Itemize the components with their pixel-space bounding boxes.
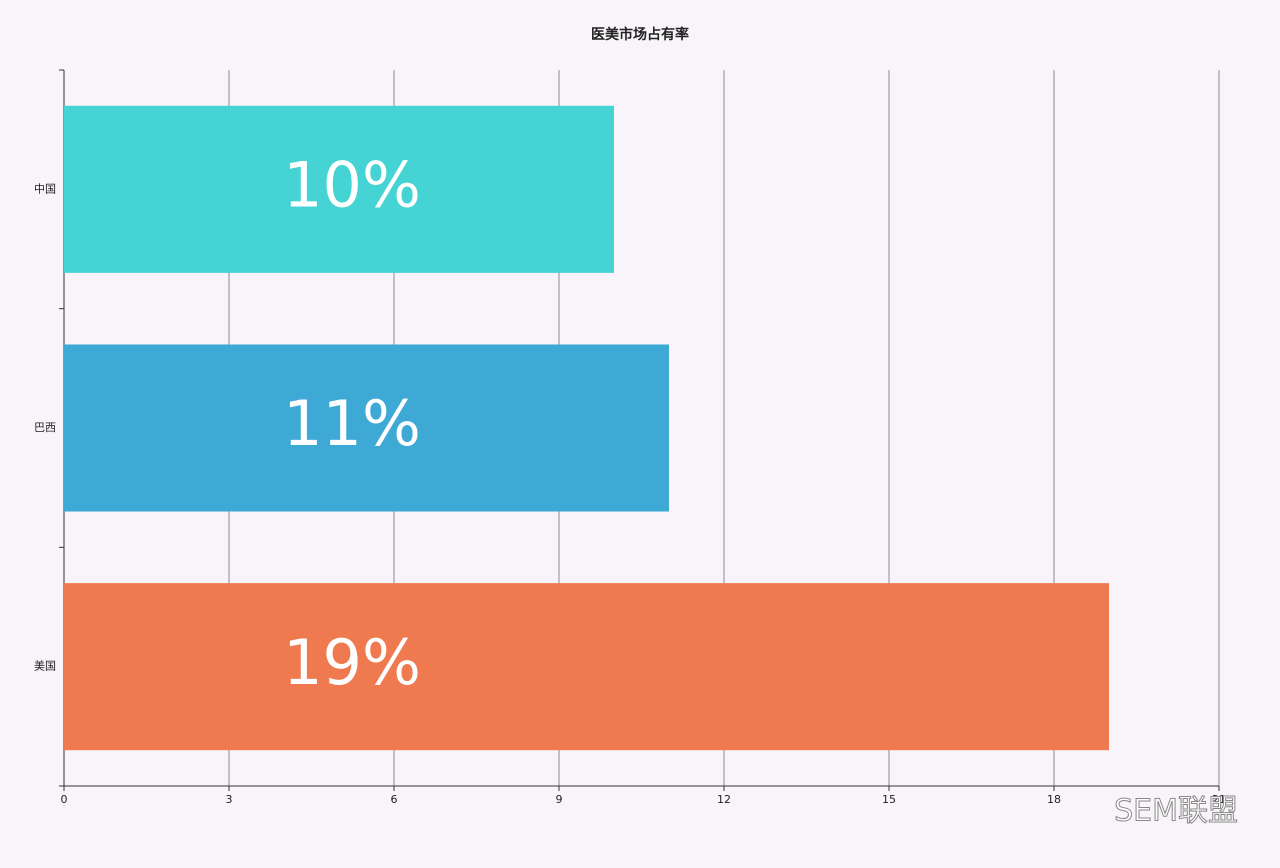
bar [64,583,1109,751]
x-tick-label: 9 [556,793,563,806]
bar [64,105,614,273]
x-tick-label: 12 [717,793,731,806]
value-label: 10% [283,148,421,221]
x-tick-label: 3 [226,793,233,806]
value-label: 11% [283,387,421,460]
x-tick-label: 18 [1047,793,1061,806]
x-tick-label: 15 [882,793,896,806]
bar [64,344,669,512]
value-label: 19% [283,626,421,699]
x-tick-label: 21 [1212,793,1226,806]
y-tick-label: 美国 [34,660,56,673]
x-tick-label: 6 [391,793,398,806]
watermark: SEM联盟 [1114,794,1238,829]
x-tick-label: 0 [61,793,68,806]
chart-title: 医美市场占有率 [591,26,689,43]
y-tick-label: 巴西 [34,421,56,434]
y-tick-label: 中国 [34,182,56,195]
